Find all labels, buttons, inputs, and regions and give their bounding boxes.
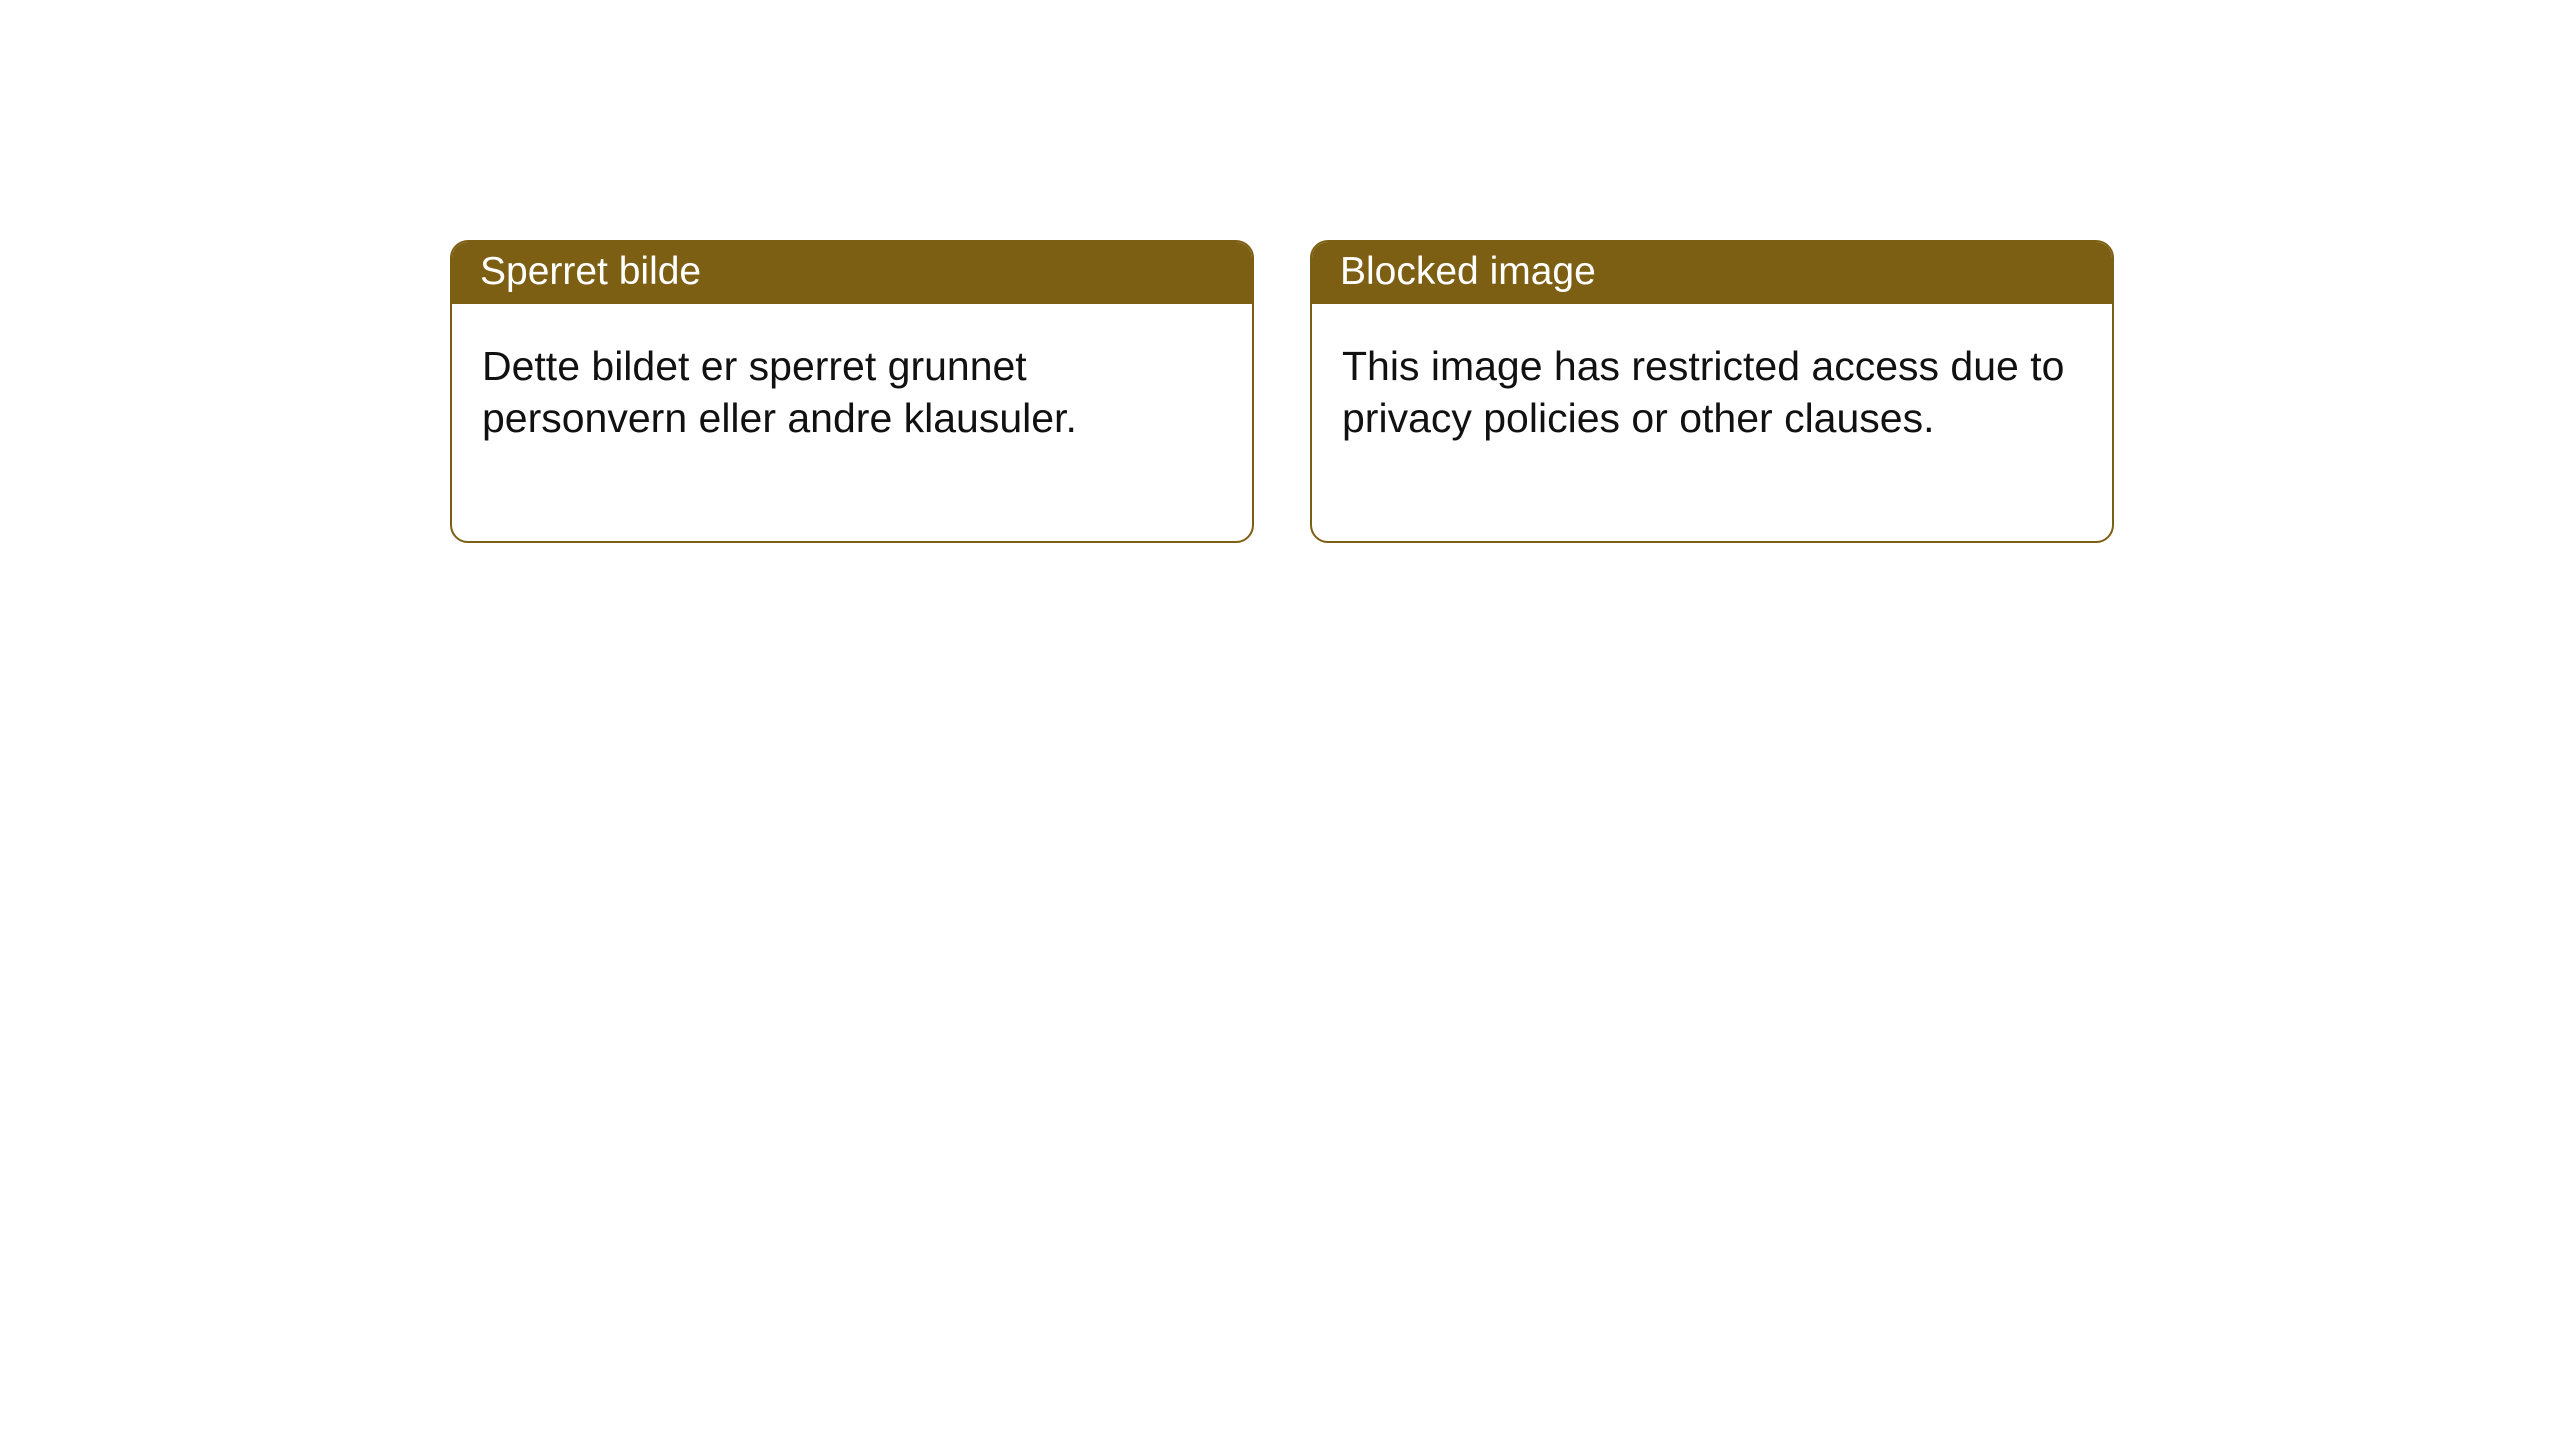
notice-body-english: This image has restricted access due to … — [1312, 304, 2112, 541]
notice-container: Sperret bilde Dette bildet er sperret gr… — [450, 240, 2114, 543]
notice-card-norwegian: Sperret bilde Dette bildet er sperret gr… — [450, 240, 1254, 543]
notice-title-english: Blocked image — [1312, 242, 2112, 304]
notice-card-english: Blocked image This image has restricted … — [1310, 240, 2114, 543]
notice-body-norwegian: Dette bildet er sperret grunnet personve… — [452, 304, 1252, 541]
notice-title-norwegian: Sperret bilde — [452, 242, 1252, 304]
